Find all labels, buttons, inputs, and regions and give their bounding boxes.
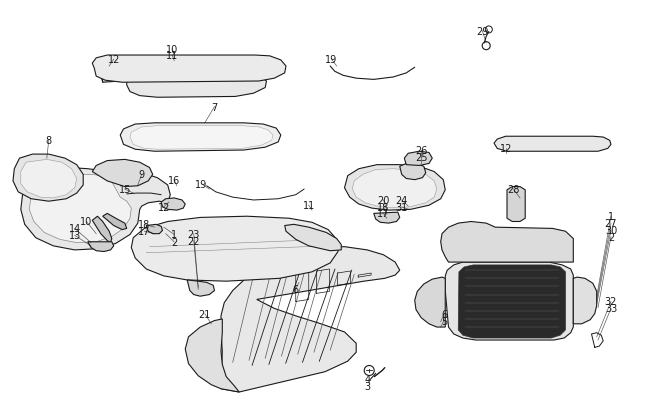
Polygon shape: [494, 137, 611, 152]
Text: 33: 33: [605, 304, 617, 313]
Text: 1: 1: [171, 230, 177, 240]
Polygon shape: [21, 160, 77, 198]
Text: 10: 10: [166, 45, 178, 54]
Text: 1: 1: [608, 212, 614, 222]
Polygon shape: [130, 126, 273, 150]
Polygon shape: [146, 225, 162, 234]
Text: 12: 12: [107, 55, 120, 65]
Polygon shape: [88, 242, 114, 252]
Text: 5: 5: [441, 316, 447, 326]
Text: 12: 12: [157, 202, 170, 212]
Text: 7: 7: [211, 102, 218, 112]
Polygon shape: [103, 214, 127, 230]
Polygon shape: [400, 164, 426, 180]
Text: 17: 17: [138, 227, 151, 237]
Polygon shape: [127, 73, 266, 98]
Text: 21: 21: [198, 309, 211, 319]
Polygon shape: [285, 225, 341, 251]
Text: 16: 16: [168, 175, 180, 185]
Text: 2: 2: [171, 237, 177, 247]
Text: 19: 19: [196, 179, 207, 189]
Text: 10: 10: [81, 217, 92, 227]
Text: 18: 18: [138, 220, 150, 230]
Polygon shape: [415, 277, 445, 327]
Text: 24: 24: [395, 196, 408, 205]
Text: 13: 13: [69, 231, 81, 241]
Text: 2: 2: [608, 232, 614, 242]
Polygon shape: [29, 175, 131, 243]
Text: 19: 19: [326, 55, 337, 65]
Text: 15: 15: [118, 185, 131, 194]
Text: 3: 3: [364, 381, 370, 391]
Polygon shape: [507, 187, 525, 222]
Text: 32: 32: [604, 297, 617, 307]
Text: 25: 25: [415, 152, 428, 162]
Text: 11: 11: [303, 201, 315, 211]
Text: 23: 23: [187, 229, 200, 239]
Text: 26: 26: [415, 146, 428, 156]
Text: 22: 22: [187, 236, 200, 246]
Polygon shape: [344, 165, 445, 211]
Text: 8: 8: [46, 136, 52, 146]
Text: 27: 27: [604, 219, 617, 228]
Text: 29: 29: [476, 27, 489, 36]
Polygon shape: [120, 124, 281, 152]
Polygon shape: [404, 152, 432, 166]
Polygon shape: [92, 56, 286, 83]
Polygon shape: [352, 169, 437, 208]
Polygon shape: [441, 222, 573, 262]
Polygon shape: [573, 277, 597, 324]
Polygon shape: [101, 65, 122, 83]
Polygon shape: [161, 198, 185, 211]
Text: 6: 6: [441, 309, 447, 319]
Text: 14: 14: [69, 224, 81, 234]
Text: 30: 30: [605, 225, 617, 235]
Text: 6: 6: [292, 285, 299, 294]
Text: 17: 17: [377, 209, 390, 219]
Polygon shape: [187, 280, 214, 296]
Text: 18: 18: [378, 202, 389, 212]
Polygon shape: [21, 168, 170, 250]
Text: 28: 28: [507, 185, 520, 194]
Text: 4: 4: [364, 374, 370, 384]
Text: 11: 11: [166, 51, 178, 61]
Polygon shape: [221, 247, 400, 392]
Polygon shape: [445, 262, 573, 340]
Polygon shape: [92, 160, 153, 187]
Polygon shape: [185, 319, 239, 392]
Polygon shape: [131, 217, 338, 281]
Text: 31: 31: [396, 202, 408, 212]
Polygon shape: [13, 155, 83, 202]
Polygon shape: [374, 213, 400, 224]
Polygon shape: [92, 217, 112, 243]
Text: 9: 9: [138, 170, 145, 180]
Polygon shape: [458, 265, 566, 338]
Text: 12: 12: [499, 144, 512, 154]
Text: 20: 20: [377, 196, 390, 205]
